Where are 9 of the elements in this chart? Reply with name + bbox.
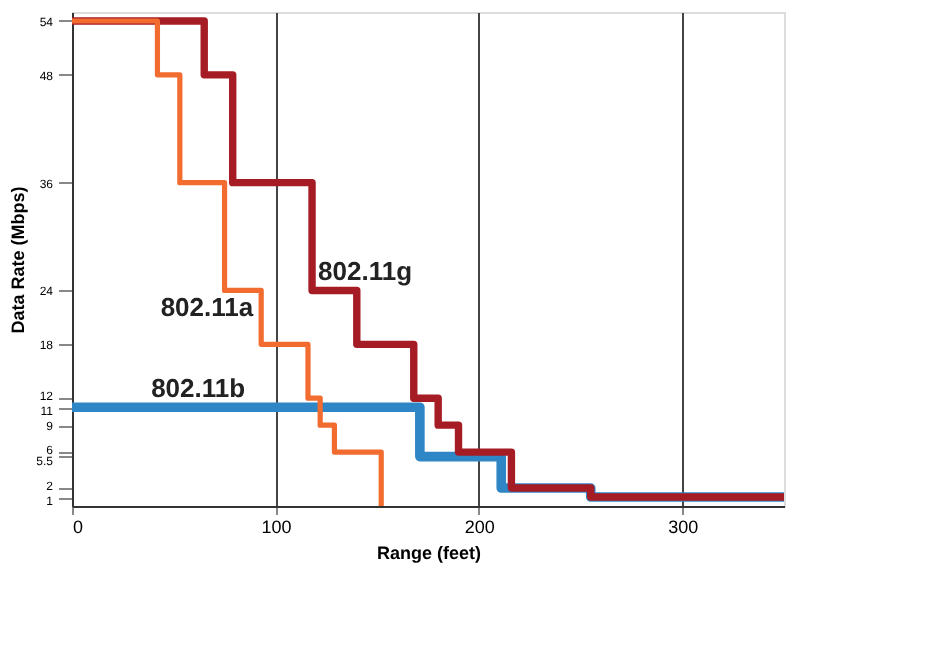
x-tick-label: 0 xyxy=(73,517,84,537)
x-tick-label: 100 xyxy=(261,517,292,537)
annotation: 802.11a xyxy=(160,292,255,323)
annotation: 802.11g xyxy=(318,256,413,287)
annotation: 802.11b xyxy=(151,373,246,404)
x-tick-label: 300 xyxy=(668,517,699,537)
x-tick-label: 200 xyxy=(464,517,495,537)
y-axis-title: Data Rate (Mbps) xyxy=(8,186,29,334)
x-axis-title: Range (feet) xyxy=(376,543,482,563)
